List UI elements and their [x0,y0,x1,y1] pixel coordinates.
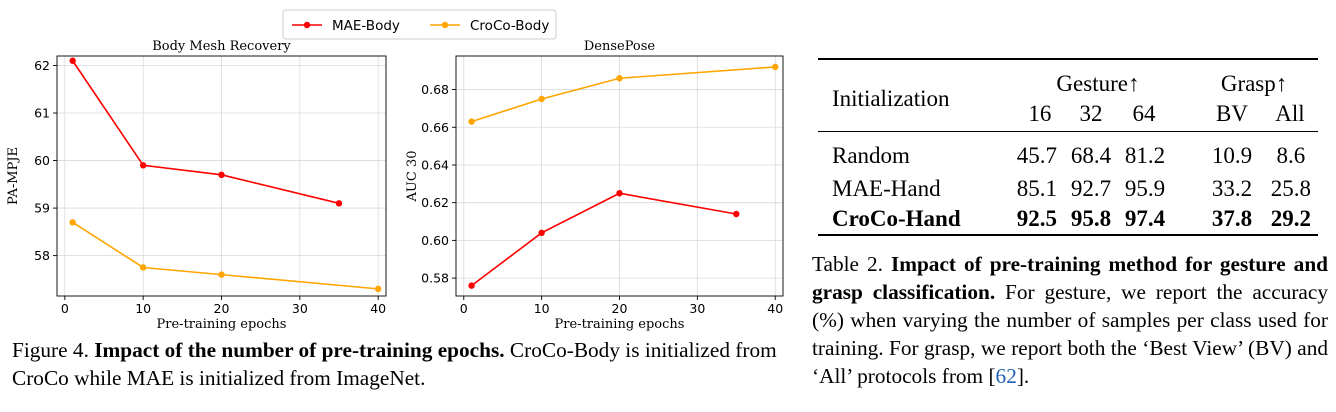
chart-legend: MAE-Body CroCo-Body [282,9,557,40]
y-tick-label: 59 [34,201,50,216]
table-row: MAE-Hand 85.1 92.7 95.9 33.2 25.8 [818,173,1318,204]
row-name: CroCo-Hand [832,206,961,231]
table-row: Random 45.7 68.4 81.2 10.9 8.6 [818,131,1318,173]
sub-header-all: All [1275,100,1305,126]
sub-header-row: 16 32 64 BV All [818,97,1318,131]
table-body: Random 45.7 68.4 81.2 10.9 8.6 MAE-Hand 85.1 92.… [818,131,1318,235]
row-name: MAE-Hand [832,175,941,201]
data-point-croco-body [69,219,76,226]
chart-densepose: 0 10 20 30 40 0.58 0.60 0.62 0.64 0.66 0.68 DensePo… [405,39,784,332]
x-axis-label: Pre-training epochs [157,317,287,332]
results-table: Initialization Gesture↑ Grasp↑ 16 32 64 BV A… [818,58,1318,236]
legend-marker-mae-body [303,21,311,29]
group-grasp: Grasp↑ [1220,70,1288,96]
legend-box [282,9,557,40]
table-caption-bold: Impact of pre-training method for gestur… [812,252,1329,304]
y-tick-label: 0.68 [421,82,449,97]
cell-value: 37.8 [1211,206,1253,231]
table-caption-label: Table 2. [812,252,883,276]
data-point-mae-body [69,57,76,64]
legend-label-mae-body: MAE-Body [332,18,400,34]
table-2-caption: Table 2. Impact of pre-training method f… [812,250,1328,390]
y-axis-label: PA-MPJE [6,147,21,205]
x-tick-label: 0 [61,301,69,316]
table-2: Initialization Gesture↑ Grasp↑ 16 32 64 BV A… [818,58,1318,236]
figure-caption-label: Figure 4. [12,338,89,362]
chart-body-mesh-recovery: 0 10 20 30 40 58 59 60 61 62 Body Mesh Recovery Pre… [6,39,387,332]
citation-link[interactable]: 62 [995,364,1017,388]
x-tick-label: 20 [612,301,628,316]
x-tick-label: 40 [767,301,783,316]
data-point-mae-body [538,229,545,237]
y-tick-label: 0.58 [421,271,449,286]
y-tick-label: 0.66 [421,120,449,135]
data-point-croco-body [139,264,147,271]
y-tick-label: 62 [34,58,50,73]
x-tick-label: 40 [370,301,386,316]
y-tick-label: 60 [34,153,50,168]
cell-value: 95.8 [1070,206,1112,231]
group-gesture: Gesture↑ [1056,70,1140,96]
row-name: Random [832,143,910,169]
sub-header-bv: BV [1216,100,1248,126]
x-tick-label: 20 [214,301,230,316]
cell-value: 92.7 [1070,175,1112,201]
x-tick-label: 30 [292,301,308,316]
y-tick-label: 58 [34,248,50,263]
cell-value: 68.4 [1070,143,1112,169]
series-line-mae-body [72,60,340,205]
legend-marker-croco-body [441,21,449,29]
data-point-croco-body [538,95,545,103]
x-tick-label: 30 [689,301,705,316]
data-point-croco-body [374,285,382,293]
series-line-croco-body [72,221,379,290]
series-line-mae-body [471,192,737,287]
y-tick-label: 61 [34,106,50,121]
legend-label-croco-body: CroCo-Body [470,18,549,34]
data-point-mae-body [733,210,740,218]
y-tick-label: 0.64 [421,157,449,172]
cell-value: 45.7 [1016,143,1057,169]
table-caption-text-a: For gesture, we report the accuracy (%) … [812,280,1328,388]
cell-value: 10.9 [1211,143,1253,169]
y-tick-label: 0.62 [421,195,449,210]
data-point-croco-body [468,118,475,125]
cell-value: 25.8 [1270,175,1312,201]
data-point-mae-body [616,190,623,197]
x-tick-label: 10 [135,301,151,316]
cell-value: 85.1 [1016,175,1057,201]
x-tick-label: 0 [460,301,468,316]
data-point-mae-body [335,200,343,207]
cell-value: 33.2 [1211,175,1253,201]
data-point-mae-body [139,162,147,169]
x-axis-label: Pre-training epochs [555,317,685,332]
figure-caption-text: CroCo-Body is initialized from CroCo whi… [12,338,777,390]
col-initialization: Initialization [832,86,950,112]
chart-title: DensePose [584,39,656,54]
cell-value: 81.2 [1124,143,1166,169]
data-point-mae-body [468,282,475,289]
data-point-mae-body [218,171,225,179]
data-point-croco-body [218,271,225,278]
cell-value: 8.6 [1276,143,1306,169]
x-tick-label: 10 [534,301,550,316]
y-axis-label: AUC 30 [405,151,420,203]
series-line-croco-body [471,66,776,123]
sub-header-16: 16 [1028,100,1052,126]
cell-value: 97.4 [1124,206,1166,231]
sub-header-32: 32 [1079,100,1103,126]
figure-caption-bold: Impact of the number of pre-training epo… [94,338,505,362]
data-point-croco-body [772,63,779,71]
chart-title: Body Mesh Recovery [152,39,291,54]
cell-value: 95.9 [1124,175,1166,201]
table-caption-text-b: ]. [1016,364,1030,388]
figure-4-caption: Figure 4. Impact of the number of pre-tr… [12,336,802,392]
cell-value: 29.2 [1270,206,1312,231]
data-point-croco-body [616,75,623,82]
table-row: CroCo-Hand 92.5 95.8 97.4 37.8 29.2 [818,204,1318,235]
y-tick-label: 0.60 [421,233,449,248]
sub-header-64: 64 [1132,100,1156,126]
figure-4-charts: MAE-Body CroCo-Body 0 10 20 30 40 58 59 60 61 62 Bo… [6,9,784,332]
cell-value: 92.5 [1016,206,1057,231]
